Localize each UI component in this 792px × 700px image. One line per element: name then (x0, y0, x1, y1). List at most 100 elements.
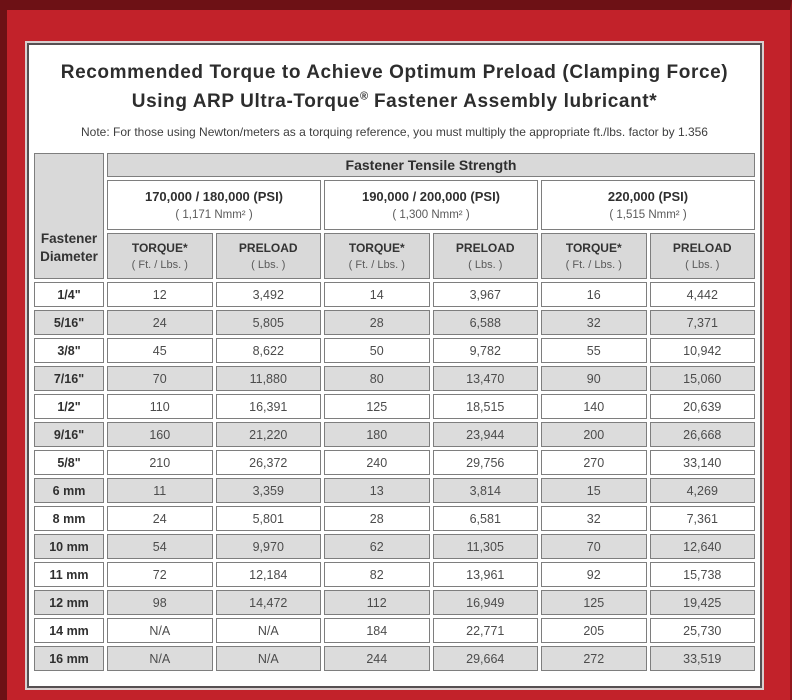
value-cell: 16,949 (432, 590, 538, 615)
value-cell: 24 (107, 506, 213, 531)
value-cell: 20,639 (649, 394, 755, 419)
diameter-cell: 16 mm (34, 646, 104, 671)
value-cell: 14,472 (215, 590, 321, 615)
value-cell: N/A (107, 646, 213, 671)
value-cell: 12 (107, 282, 213, 307)
value-cell: 15,738 (649, 562, 755, 587)
value-cell: 16,391 (215, 394, 321, 419)
diameter-cell: 7/16" (34, 366, 104, 391)
diameter-cell: 10 mm (34, 534, 104, 559)
diameter-cell: 1/2" (34, 394, 104, 419)
fastener-diameter-header: Fastener Diameter (34, 153, 104, 279)
value-cell: 6,581 (432, 506, 538, 531)
value-cell: N/A (215, 618, 321, 643)
torque-subheader: TORQUE*( Ft. / Lbs. ) (541, 233, 647, 279)
value-cell: 4,269 (649, 478, 755, 503)
table-row: 8 mm 24 5,801 28 6,581 32 7,361 (34, 506, 755, 531)
torque-subheader: TORQUE*( Ft. / Lbs. ) (324, 233, 430, 279)
value-cell: 32 (541, 310, 647, 335)
value-cell: 3,359 (215, 478, 321, 503)
value-cell: 55 (541, 338, 647, 363)
value-cell: 5,801 (215, 506, 321, 531)
value-cell: 180 (324, 422, 430, 447)
header-row-tensile: Fastener Diameter Fastener Tensile Streng… (34, 153, 755, 279)
table-row: 1/2" 110 16,391 125 18,515 140 20,639 (34, 394, 755, 419)
title-line2: Using ARP Ultra-Torque® Fastener Assembl… (131, 90, 658, 112)
value-cell: 33,519 (649, 646, 755, 671)
page-title: Recommended Torque to Achieve Optimum Pr… (39, 59, 750, 116)
value-cell: 160 (107, 422, 213, 447)
value-cell: 7,361 (649, 506, 755, 531)
value-cell: 15 (541, 478, 647, 503)
value-cell: 205 (541, 618, 647, 643)
value-cell: 26,372 (215, 450, 321, 475)
value-cell: 26,668 (649, 422, 755, 447)
value-cell: 23,944 (432, 422, 538, 447)
header-row-subheaders: TORQUE*( Ft. / Lbs. ) PRELOAD( Lbs. ) TO… (34, 233, 755, 279)
value-cell: 9,782 (432, 338, 538, 363)
table-row: 16 mm N/A N/A 244 29,664 272 33,519 (34, 646, 755, 671)
value-cell: 125 (541, 590, 647, 615)
value-cell: 18,515 (432, 394, 538, 419)
value-cell: 140 (541, 394, 647, 419)
value-cell: 32 (541, 506, 647, 531)
diameter-cell: 11 mm (34, 562, 104, 587)
value-cell: 11 (107, 478, 213, 503)
registered-trademark-symbol: ® (359, 90, 369, 103)
value-cell: 28 (324, 506, 430, 531)
diameter-cell: 1/4" (34, 282, 104, 307)
value-cell: 45 (107, 338, 213, 363)
table-row: 1/4" 12 3,492 14 3,967 16 4,442 (34, 282, 755, 307)
value-cell: 80 (324, 366, 430, 391)
value-cell: 12,640 (649, 534, 755, 559)
header-row-psi-groups: 170,000 / 180,000 (PSI)( 1,171 Nmm² ) 19… (34, 180, 755, 230)
value-cell: N/A (215, 646, 321, 671)
torque-subheader: TORQUE*( Ft. / Lbs. ) (107, 233, 213, 279)
table-row: 9/16" 160 21,220 180 23,944 200 26,668 (34, 422, 755, 447)
value-cell: 82 (324, 562, 430, 587)
value-cell: 28 (324, 310, 430, 335)
table-row: 11 mm 72 12,184 82 13,961 92 15,738 (34, 562, 755, 587)
value-cell: 50 (324, 338, 430, 363)
diameter-cell: 9/16" (34, 422, 104, 447)
value-cell: 240 (324, 450, 430, 475)
value-cell: 110 (107, 394, 213, 419)
value-cell: 13,961 (432, 562, 538, 587)
value-cell: 125 (324, 394, 430, 419)
value-cell: 8,622 (215, 338, 321, 363)
value-cell: 13,470 (432, 366, 538, 391)
document-panel: Recommended Torque to Achieve Optimum Pr… (27, 43, 762, 688)
value-cell: 29,664 (432, 646, 538, 671)
value-cell: 3,492 (215, 282, 321, 307)
value-cell: 72 (107, 562, 213, 587)
value-cell: 3,814 (432, 478, 538, 503)
value-cell: 22,771 (432, 618, 538, 643)
value-cell: 19,425 (649, 590, 755, 615)
diameter-cell: 8 mm (34, 506, 104, 531)
value-cell: 3,967 (432, 282, 538, 307)
title-line1: Recommended Torque to Achieve Optimum Pr… (60, 62, 729, 83)
value-cell: 244 (324, 646, 430, 671)
torque-preload-table: Fastener Diameter Fastener Tensile Streng… (31, 150, 758, 674)
value-cell: 13 (324, 478, 430, 503)
diameter-cell: 3/8" (34, 338, 104, 363)
tensile-strength-header: Fastener Tensile Strength (107, 153, 755, 177)
preload-subheader: PRELOAD( Lbs. ) (432, 233, 538, 279)
table-row: 14 mm N/A N/A 184 22,771 205 25,730 (34, 618, 755, 643)
value-cell: 210 (107, 450, 213, 475)
value-cell: 5,805 (215, 310, 321, 335)
value-cell: 272 (541, 646, 647, 671)
table-row: 7/16" 70 11,880 80 13,470 90 15,060 (34, 366, 755, 391)
value-cell: 62 (324, 534, 430, 559)
value-cell: 10,942 (649, 338, 755, 363)
preload-subheader: PRELOAD( Lbs. ) (649, 233, 755, 279)
diameter-cell: 5/8" (34, 450, 104, 475)
value-cell: 25,730 (649, 618, 755, 643)
table-row: 10 mm 54 9,970 62 11,305 70 12,640 (34, 534, 755, 559)
value-cell: 70 (107, 366, 213, 391)
preload-subheader: PRELOAD( Lbs. ) (215, 233, 321, 279)
table-row: 3/8" 45 8,622 50 9,782 55 10,942 (34, 338, 755, 363)
value-cell: 7,371 (649, 310, 755, 335)
diameter-cell: 14 mm (34, 618, 104, 643)
